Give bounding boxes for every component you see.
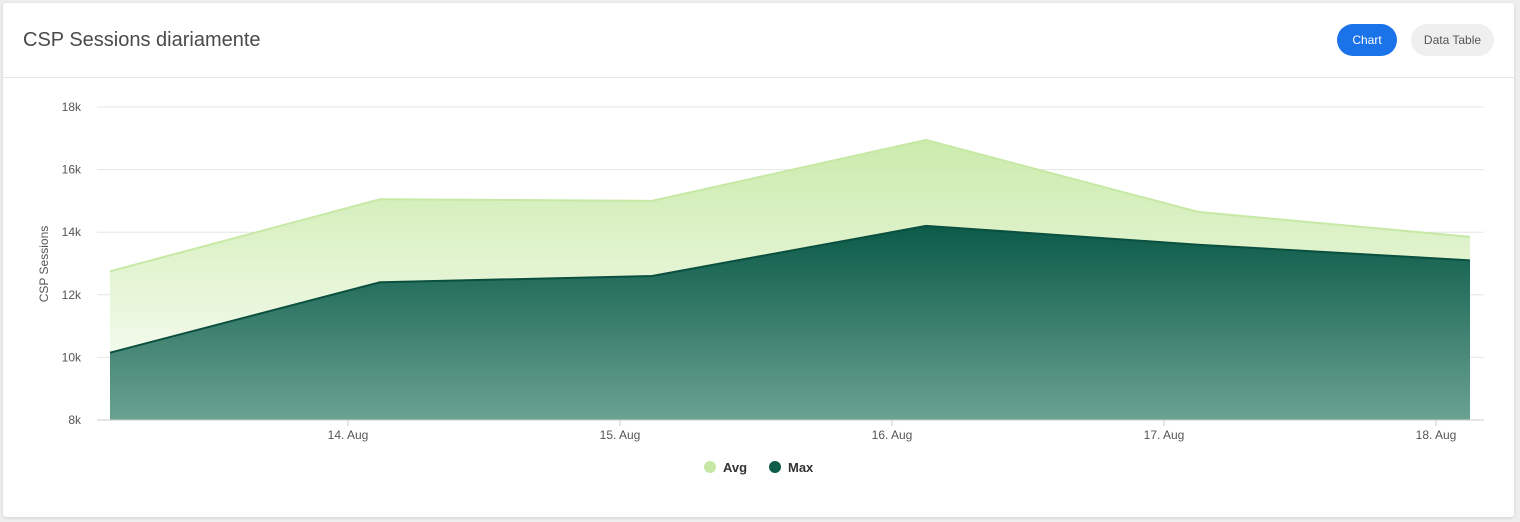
x-tick-label: 18. Aug [1416, 428, 1457, 442]
y-axis-title: CSP Sessions [37, 226, 51, 302]
legend-label-avg: Avg [723, 460, 747, 475]
card-header: CSP Sessions diariamente Chart Data Tabl… [3, 3, 1514, 78]
x-tick-label: 14. Aug [328, 428, 369, 442]
data-table-view-button[interactable]: Data Table [1411, 24, 1494, 56]
line-avg [109, 138, 1471, 273]
area-max [110, 225, 1470, 420]
series-areas [109, 138, 1471, 420]
legend-marker-max [769, 461, 781, 473]
y-tick-label: 8k [68, 413, 82, 427]
y-tick-label: 10k [62, 350, 82, 364]
chart-card: CSP Sessions diariamente Chart Data Tabl… [3, 3, 1514, 517]
page-title: CSP Sessions diariamente [23, 29, 261, 51]
x-tick-label: 15. Aug [600, 428, 641, 442]
area-chart: 8k 10k 12k 14k 16k 18k 14. Aug 15. Aug 16. Aug 17… [37, 100, 1484, 475]
x-tick-label: 16. Aug [872, 428, 913, 442]
axes: 8k 10k 12k 14k 16k 18k 14. Aug 15. Aug 16. Aug 17… [62, 100, 1484, 442]
legend: Avg Max [704, 460, 814, 475]
y-tick-label: 14k [62, 225, 82, 239]
line-max [109, 224, 1471, 354]
y-tick-label: 18k [62, 100, 82, 114]
x-tick-label: 17. Aug [1144, 428, 1185, 442]
legend-marker-avg [704, 461, 716, 473]
legend-label-max: Max [788, 460, 814, 475]
y-tick-label: 16k [62, 163, 82, 177]
y-tick-label: 12k [62, 288, 82, 302]
chart-view-button[interactable]: Chart [1337, 24, 1397, 56]
